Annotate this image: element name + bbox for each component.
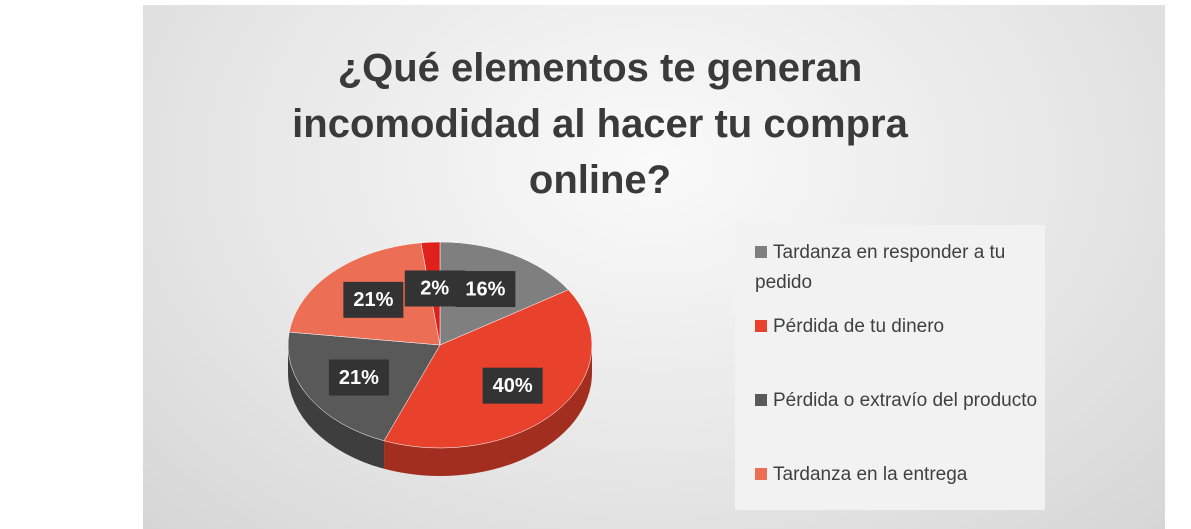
legend-item: Pérdida o extravío del producto	[755, 386, 1045, 416]
legend-item: Tardanza en responder a tu pedido	[755, 238, 1045, 298]
legend-label: Tardanza en responder a tu pedido	[755, 242, 1005, 293]
legend-label: Pérdida o extravío del producto	[773, 390, 1037, 411]
value-label: 2%	[420, 278, 449, 300]
legend-swatch	[755, 468, 767, 480]
legend-swatch	[755, 320, 767, 332]
value-label: 16%	[465, 278, 505, 300]
page: ¿Qué elementos te generan incomodidad al…	[0, 0, 1191, 529]
legend-item: Tardanza en la entrega	[755, 460, 1045, 490]
legend-label: Tardanza en la entrega	[773, 464, 967, 485]
value-label: 21%	[353, 289, 393, 311]
value-label: 40%	[493, 375, 533, 397]
legend-item: Pérdida de tu dinero	[755, 312, 1045, 342]
legend-swatch	[755, 394, 767, 406]
value-label: 21%	[339, 367, 379, 389]
legend-label: Pérdida de tu dinero	[773, 316, 944, 337]
legend-swatch	[755, 246, 767, 258]
